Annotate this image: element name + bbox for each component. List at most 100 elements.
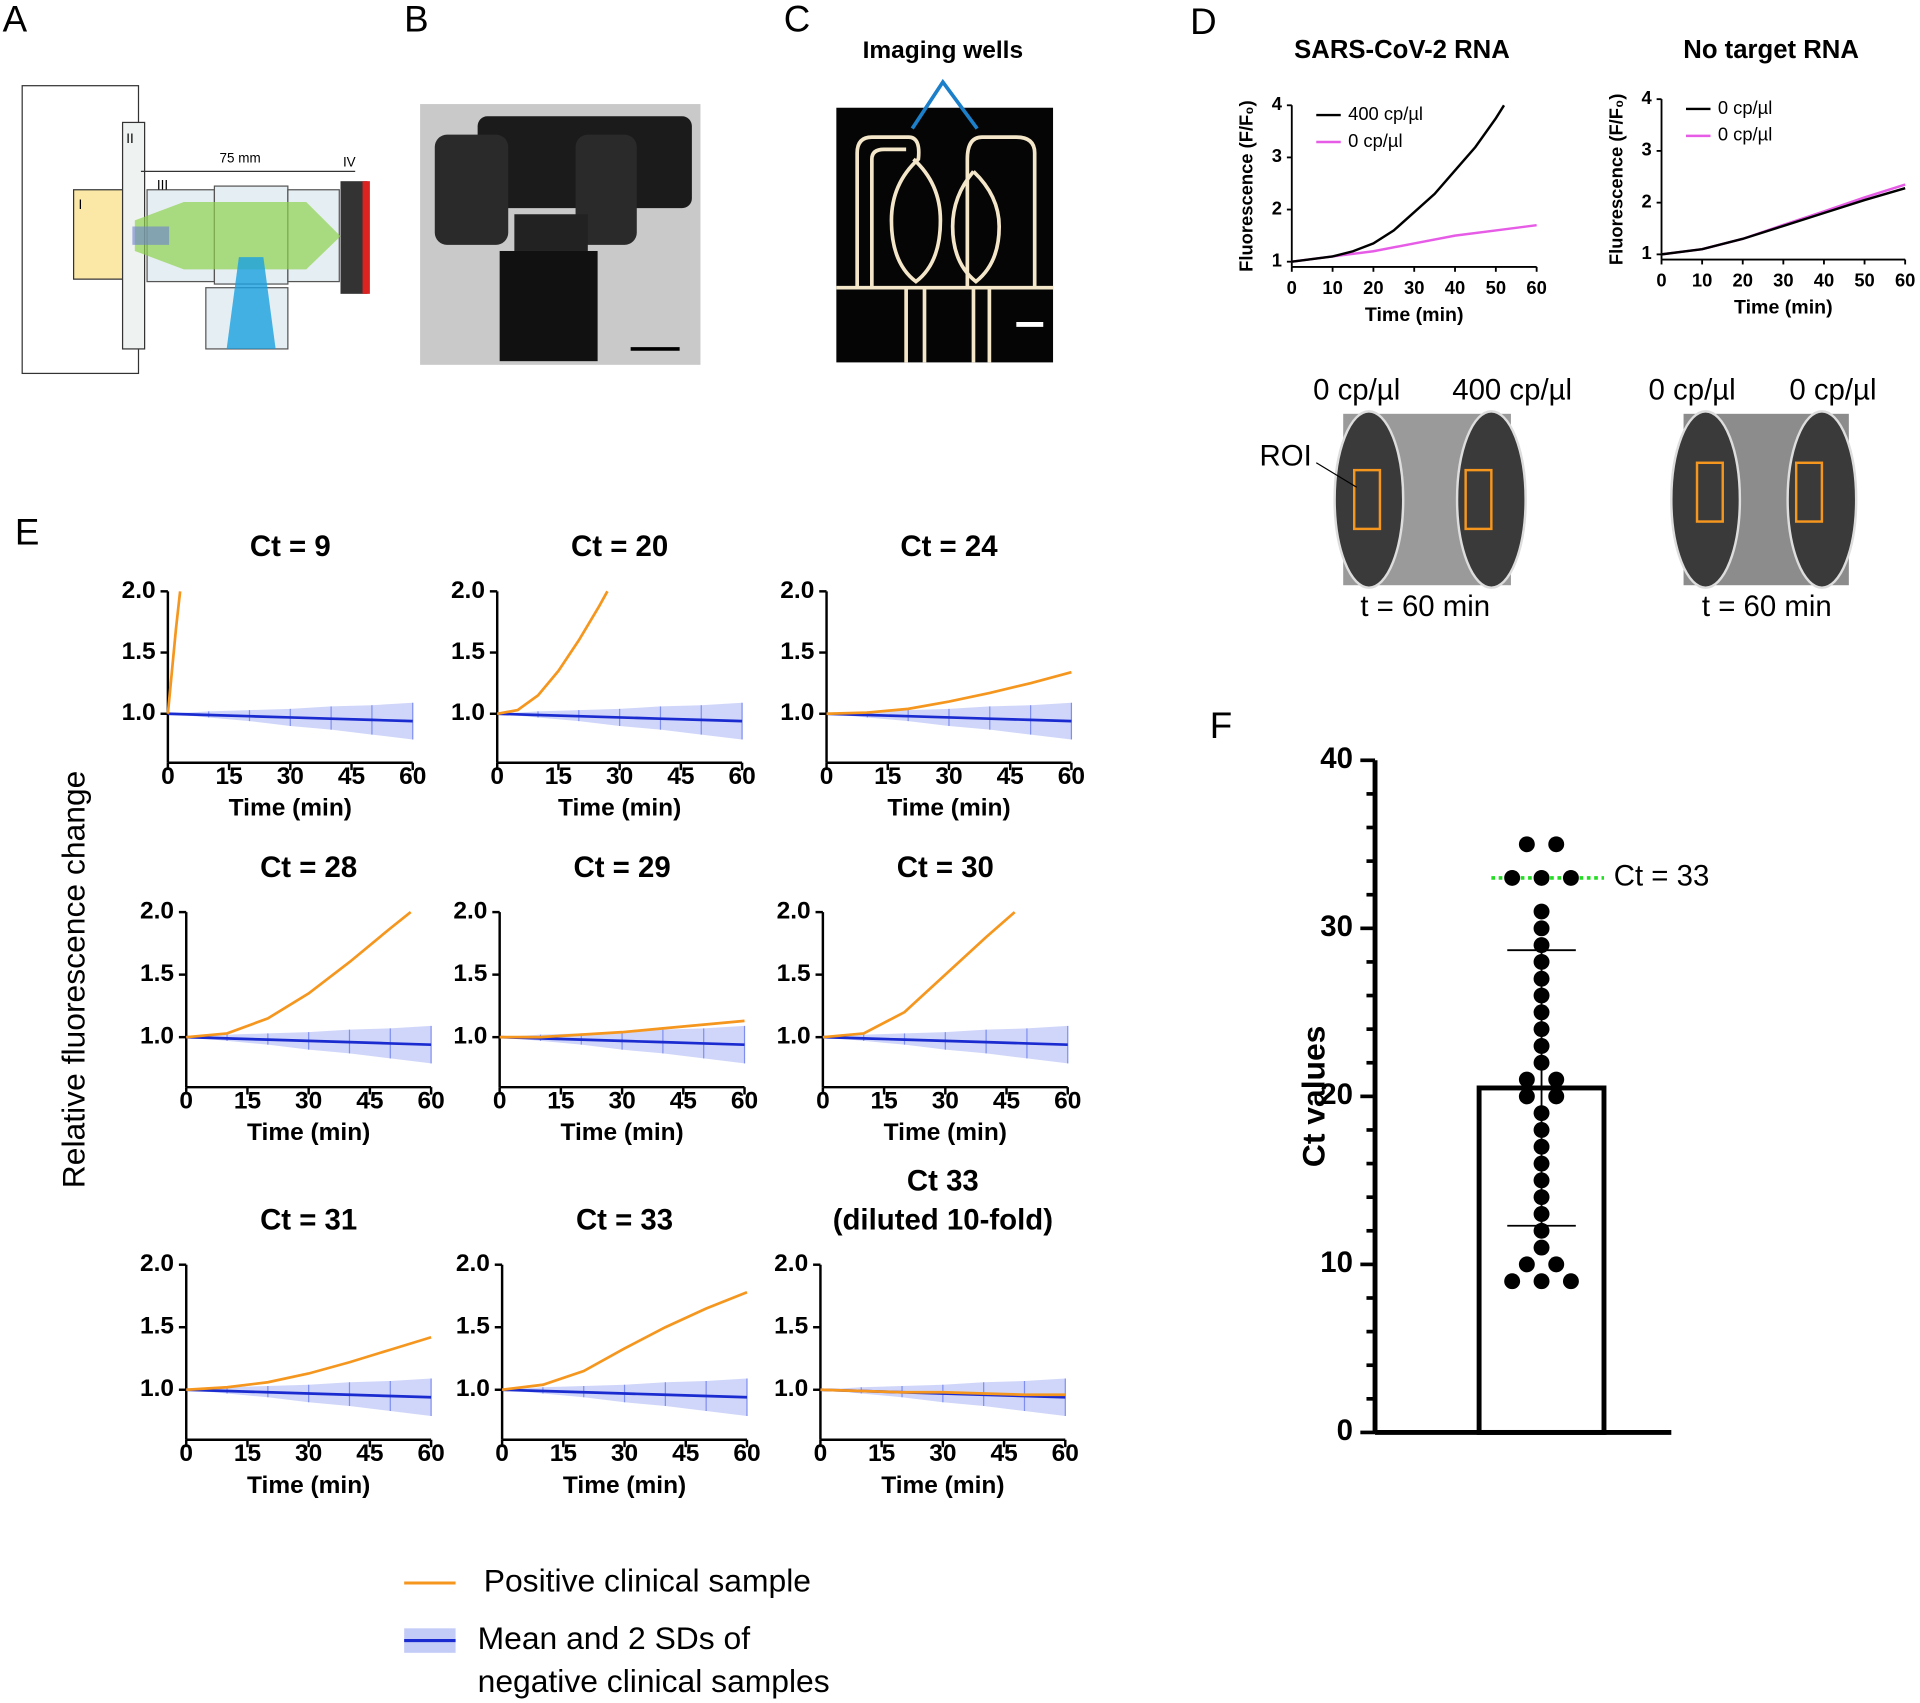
x-tick-label: 20 — [1363, 277, 1383, 298]
excitation — [226, 257, 276, 349]
x-tick-label: 30 — [277, 763, 304, 790]
y-tick-label: 2.0 — [140, 898, 174, 925]
x-tick-label: 10 — [1692, 269, 1712, 290]
x-tick-label: 0 — [490, 763, 504, 790]
sensor — [362, 181, 370, 294]
y-tick-label: 1.5 — [140, 1313, 174, 1340]
y-tick-label: 1.0 — [122, 699, 156, 726]
x-tick-label: 0 — [816, 1087, 830, 1114]
y-tick-label: 3 — [1642, 139, 1652, 160]
y-tick-label: 2.0 — [456, 1250, 490, 1277]
reference-label: Ct = 33 — [1614, 860, 1710, 893]
legend-label: 400 cp/µl — [1348, 103, 1423, 124]
y-tick-label: 2.0 — [140, 1250, 174, 1277]
x-axis-label: Time (min) — [884, 1119, 1007, 1146]
series-line — [820, 1388, 1066, 1397]
roi-pointer — [1315, 462, 1357, 488]
y-tick-label: 1.5 — [451, 638, 485, 665]
data-point — [1548, 1088, 1565, 1105]
y-tick-label: 2 — [1272, 197, 1282, 218]
series-line — [826, 712, 1072, 723]
x-tick-label: 60 — [1052, 1440, 1079, 1467]
panel-label: F — [1210, 705, 1232, 746]
data-point — [1533, 1239, 1550, 1256]
data-point — [1518, 1256, 1535, 1273]
x-tick-label: 50 — [1486, 277, 1506, 298]
data-point — [1533, 1222, 1550, 1239]
roi-box — [1695, 461, 1724, 523]
x-tick-label: 10 — [1322, 277, 1342, 298]
y-tick-label: 2.0 — [122, 577, 156, 604]
y-tick-label: 2.0 — [774, 1250, 808, 1277]
x-tick-label: 30 — [608, 1087, 635, 1114]
chart-title: Ct = 30 — [897, 851, 994, 884]
x-tick-label: 30 — [611, 1440, 638, 1467]
chart-title: Ct = 20 — [571, 530, 668, 563]
y-tick-label: 2.0 — [453, 898, 487, 925]
x-tick-label: 60 — [731, 1087, 758, 1114]
x-tick-label: 0 — [179, 1440, 193, 1467]
data-point — [1518, 836, 1535, 853]
chart-title: Ct 33 — [907, 1164, 979, 1197]
optics-schematic — [21, 85, 370, 375]
x-tick-label: 45 — [356, 1440, 383, 1467]
legend-label: negative clinical samples — [478, 1663, 830, 1699]
data-point — [1504, 1273, 1521, 1290]
y-axis-label: Ct values — [1296, 1026, 1332, 1168]
x-tick-label: 30 — [1773, 269, 1793, 290]
x-tick-label: 40 — [1814, 269, 1834, 290]
channels — [836, 135, 1054, 363]
well-label: 0 cp/µl — [1789, 374, 1876, 407]
data-point — [1518, 1071, 1535, 1088]
roi-box — [1353, 468, 1382, 531]
y-tick-label: 1.5 — [453, 960, 487, 987]
time-label: t = 60 min — [1702, 590, 1832, 623]
panel-labels: A B C D E F — [3, 0, 1233, 746]
data-point — [1533, 903, 1550, 920]
y-tick-label: 2.0 — [451, 577, 485, 604]
well-labels: 0 cp/µl 400 cp/µl t = 60 min 0 cp/µl 0 c… — [1260, 374, 1877, 624]
data-point — [1533, 869, 1550, 886]
panel-label: E — [15, 512, 40, 553]
chip-image — [836, 78, 1054, 363]
panel-label: D — [1190, 1, 1217, 42]
series-line — [502, 1388, 748, 1399]
data-point — [1533, 920, 1550, 937]
x-tick-label: 60 — [1058, 763, 1085, 790]
x-tick-label: 0 — [1287, 277, 1297, 298]
panel-label: A — [3, 0, 28, 40]
x-axis-label: Time (min) — [563, 1472, 686, 1499]
x-tick-label: 30 — [932, 1087, 959, 1114]
x-tick-label: 30 — [606, 763, 633, 790]
x-tick-label: 45 — [672, 1440, 699, 1467]
part-label: III — [157, 178, 168, 193]
x-tick-label: 0 — [814, 1440, 828, 1467]
well-label: 0 cp/µl — [1313, 374, 1400, 407]
x-tick-label: 60 — [399, 763, 426, 790]
y-axis-label: Fluorescence (F/F₀) — [1605, 94, 1626, 266]
data-point — [1533, 937, 1550, 954]
well-label: 400 cp/µl — [1452, 374, 1572, 407]
part-label: IV — [343, 154, 356, 169]
chart-title: Ct = 28 — [260, 851, 357, 884]
chart-title: (diluted 10-fold) — [833, 1204, 1053, 1237]
data-point — [1548, 836, 1565, 853]
y-tick-label: 40 — [1320, 742, 1353, 775]
y-tick-label: 1.5 — [456, 1313, 490, 1340]
x-tick-label: 15 — [547, 1087, 574, 1114]
objective — [499, 250, 598, 362]
x-tick-label: 30 — [929, 1440, 956, 1467]
panel-label: B — [404, 0, 429, 40]
beam — [132, 226, 170, 245]
adapter — [514, 214, 588, 251]
y-tick-label: 1.0 — [140, 1023, 174, 1050]
x-tick-label: 15 — [874, 763, 901, 790]
x-tick-label: 0 — [495, 1440, 509, 1467]
x-tick-label: 60 — [417, 1440, 444, 1467]
time-label: t = 60 min — [1360, 590, 1490, 623]
photo — [420, 104, 701, 365]
series-line — [186, 1035, 432, 1047]
series-line — [166, 591, 182, 714]
